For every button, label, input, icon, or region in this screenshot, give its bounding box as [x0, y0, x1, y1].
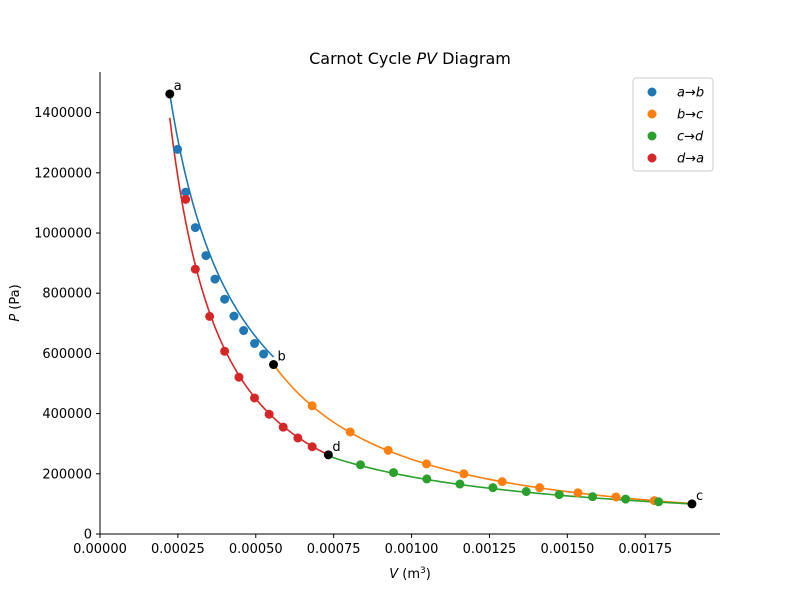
data-point — [190, 223, 200, 233]
x-tick-label: 0.00025 — [151, 542, 205, 557]
x-tick-label: 0.00075 — [307, 542, 361, 557]
data-point — [181, 194, 191, 204]
x-ticks: 0.00000 0.00025 0.00050 0.00075 0.00100 0.001… — [73, 534, 672, 557]
legend-swatch — [647, 131, 657, 141]
legend-frame — [632, 77, 714, 172]
data-point — [201, 251, 211, 261]
x-axis-unit-sup: 3 — [420, 566, 426, 576]
y-axis-label: P (Pa) — [8, 284, 23, 321]
state-point-marker — [165, 89, 175, 99]
curves-layer — [168, 93, 693, 505]
chart-title: Carnot Cycle PV Diagram — [309, 49, 511, 68]
series-line — [169, 93, 275, 358]
data-point — [497, 477, 507, 487]
data-point — [264, 409, 274, 419]
x-tick-label: 0.00150 — [540, 542, 594, 557]
data-point — [250, 338, 260, 348]
data-point — [190, 264, 200, 274]
y-tick-label: 600000 — [42, 347, 92, 362]
data-point — [278, 422, 288, 432]
y-tick-label: 1000000 — [34, 227, 92, 242]
y-ticks: 0 200000 400000 600000 800000 1000000 1200000 1… — [34, 106, 100, 543]
data-point — [459, 469, 469, 479]
y-tick-label: 800000 — [42, 287, 92, 302]
data-point — [422, 474, 432, 484]
data-point — [210, 274, 220, 284]
x-tick-label: 0.00000 — [73, 542, 127, 557]
data-point — [234, 372, 244, 382]
legend: a→b b→c c→d d→a — [632, 77, 714, 172]
data-point — [220, 294, 230, 304]
legend-label: b→c — [677, 108, 703, 123]
legend-label: c→d — [677, 130, 704, 145]
data-point — [422, 459, 432, 469]
legend-label: a→b — [677, 86, 704, 101]
state-point-label: d — [332, 440, 340, 455]
state-point-label: b — [278, 350, 286, 365]
state-point-marker — [687, 499, 697, 509]
data-point — [388, 468, 398, 478]
series-line — [272, 364, 693, 505]
y-tick-label: 1200000 — [34, 166, 92, 181]
y-axis-unit: (Pa) — [8, 284, 23, 314]
axes — [99, 72, 720, 535]
chart-title-pre: Carnot Cycle — [309, 49, 416, 68]
data-point — [588, 492, 598, 502]
y-tick-label: 400000 — [42, 407, 92, 422]
x-axis-var: V — [389, 567, 399, 582]
data-point — [239, 326, 249, 336]
data-point — [173, 144, 183, 154]
data-point — [307, 442, 317, 452]
y-axis-var: P — [8, 314, 23, 322]
chart-title-post: Diagram — [437, 49, 511, 68]
data-point — [455, 479, 465, 489]
data-point — [573, 488, 583, 498]
y-tick-label: 200000 — [42, 467, 92, 482]
state-point-marker — [323, 450, 333, 460]
x-tick-label: 0.00100 — [385, 542, 439, 557]
data-point — [259, 349, 269, 359]
x-tick-label: 0.00050 — [229, 542, 283, 557]
x-axis-label: V (m3) — [389, 566, 431, 582]
legend-label: d→a — [677, 152, 704, 167]
x-axis-unit-pre: (m — [398, 567, 420, 582]
series-line — [328, 455, 693, 505]
legend-swatch — [647, 109, 657, 119]
markers-layer — [173, 144, 664, 507]
y-tick-label: 1400000 — [34, 106, 92, 121]
state-point-marker — [269, 360, 279, 370]
data-point — [250, 393, 260, 403]
x-tick-label: 0.00175 — [618, 542, 672, 557]
data-point — [611, 492, 621, 502]
data-point — [654, 497, 664, 507]
data-point — [293, 433, 303, 443]
state-point-label: a — [174, 79, 182, 94]
data-point — [521, 487, 531, 497]
data-point — [535, 483, 545, 493]
data-point — [383, 445, 393, 455]
data-point — [307, 401, 317, 411]
data-point — [229, 311, 239, 321]
x-tick-label: 0.00125 — [463, 542, 517, 557]
series-line — [168, 117, 329, 456]
state-points-layer: a b c d — [165, 79, 703, 509]
y-tick-label: 0 — [84, 528, 92, 543]
data-point — [355, 460, 365, 470]
data-point — [205, 311, 215, 321]
data-point — [488, 483, 498, 493]
legend-items: a→b b→c c→d d→a — [647, 86, 704, 167]
data-point — [345, 427, 355, 437]
legend-swatch — [647, 153, 657, 163]
x-axis-unit-post: ) — [426, 567, 431, 582]
data-point — [621, 494, 631, 504]
chart-title-italic: PV — [417, 49, 439, 68]
legend-swatch — [647, 87, 657, 97]
state-point-label: c — [696, 489, 703, 504]
data-point — [181, 187, 191, 197]
data-point — [220, 346, 230, 356]
data-point — [554, 490, 564, 500]
